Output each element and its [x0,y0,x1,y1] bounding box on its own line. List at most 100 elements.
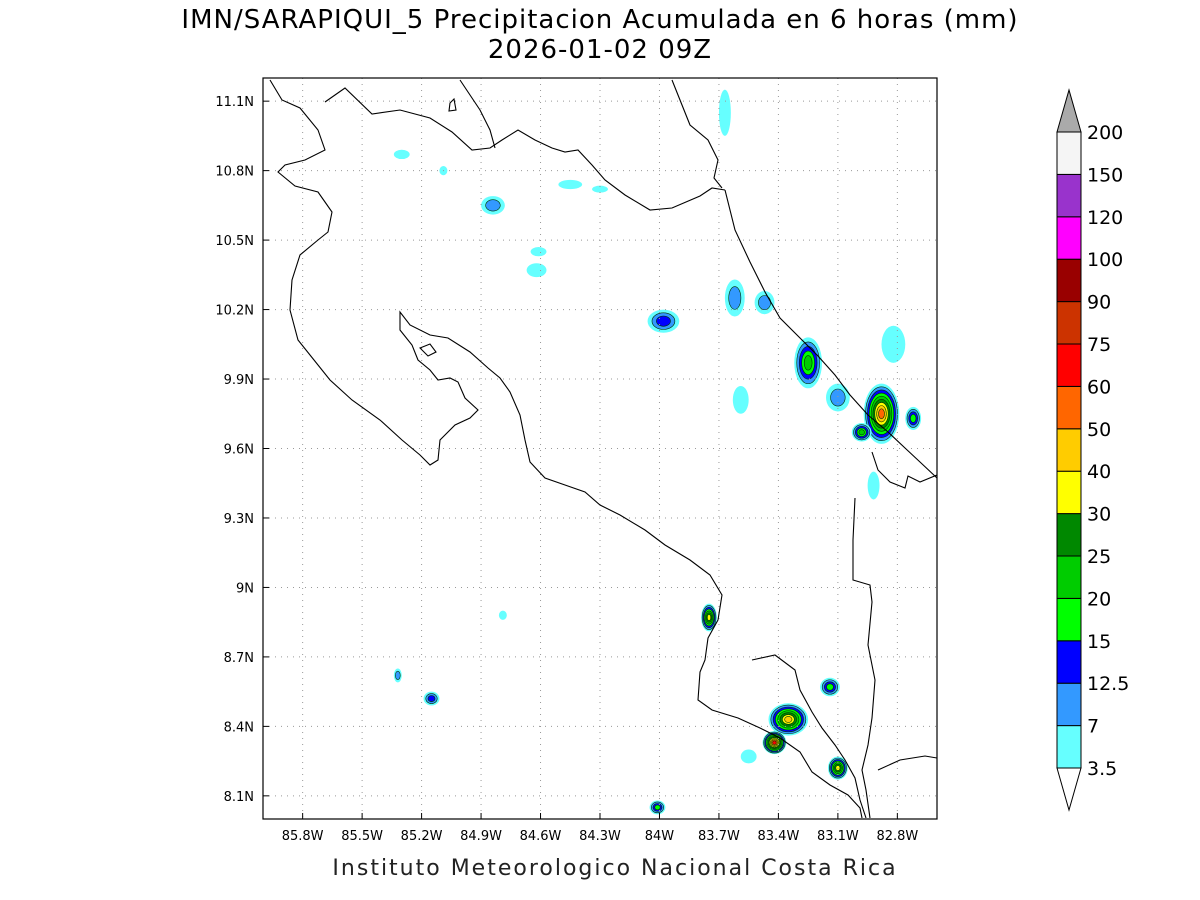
lat-tick-label: 10.2N [215,304,254,319]
colorbar-label: 60 [1087,376,1111,398]
precip-cell [881,325,906,363]
colorbar-swatch [1056,513,1082,557]
map-subtitle-time: 2026-01-02 09Z [487,35,713,65]
lon-tick-label: 84W [645,829,675,844]
caribbean-coastline [724,189,937,479]
precip-cell [905,406,922,430]
precip-contour [427,695,436,702]
precip-contour [732,385,749,414]
lon-tick-label: 85.8W [282,829,324,844]
colorbar-over-triangle [1056,88,1082,133]
colorbar-label: 40 [1087,461,1111,483]
precip-cell [867,471,880,500]
lat-tick-label: 10.5N [215,234,254,249]
precip-cell [820,677,840,697]
lon-tick-label: 83.4W [758,829,800,844]
colorbar-swatch [1056,216,1082,260]
precip-contour [830,388,846,407]
lat-lon-grid [263,78,937,819]
precip-contour [910,414,917,423]
footer-credit: Instituto Meteorologico Nacional Costa R… [332,856,898,881]
lon-tick-label: 84.9W [460,829,502,844]
precip-contour [530,247,547,257]
colorbar-swatch [1056,258,1082,303]
lon-tick-label: 85.5W [341,829,383,844]
nicaragua-coast [459,79,496,149]
lat-tick-label: 9.9N [224,373,254,388]
lon-tick-label: 84.6W [520,829,562,844]
lon-tick-label: 85.2W [401,829,443,844]
precip-cell [732,385,749,414]
precip-contour [867,471,880,500]
lat-tick-label: 11.1N [215,95,254,110]
lon-tick-label: 83.1W [817,829,859,844]
precip-contour [707,614,711,621]
lat-tick-label: 9.3N [224,512,254,527]
precip-cell [718,89,731,136]
golfo-dulce-coast [751,654,867,819]
lat-tick-label: 8.7N [224,651,254,666]
colorbar-label: 3.5 [1087,758,1117,780]
colorbar-swatch [1056,555,1082,599]
pacific-coastline [269,79,863,819]
lon-tick-label: 82.8W [876,829,918,844]
precip-contour [395,670,401,681]
precip-cell [393,668,402,683]
lat-tick-label: 8.1N [224,790,254,805]
colorbar-label: 120 [1087,207,1123,229]
colorbar-swatch [1056,470,1082,515]
precip-cell [701,603,717,632]
colorbar-swatch [1056,428,1082,472]
precip-contour [858,429,865,436]
precip-cell [762,731,787,755]
precip-cell [768,703,809,736]
precip-contour [498,610,507,620]
map-title: IMN/SARAPIQUI_5 Precipitacion Acumulada … [181,5,1019,35]
precip-cell [423,691,440,706]
precip-contour [740,749,757,764]
colorbar-swatch [1056,385,1082,430]
nicoya-gulf-island [419,343,437,357]
nicaragua-caribbean-coast [671,79,723,189]
precip-cell [558,179,583,190]
lat-tick-label: 8.4N [224,720,254,735]
colorbar-label: 150 [1087,164,1123,186]
precip-contour [656,315,671,327]
colorbar-label: 50 [1087,419,1111,441]
panama-border-south [852,497,876,819]
precip-cell [647,309,680,333]
colorbar-under-triangle [1056,767,1082,812]
precip-contour [878,408,885,420]
precip-cell [498,610,507,620]
precip-cell [481,196,505,215]
precip-contour [803,355,813,371]
precip-contour [654,804,661,811]
lon-tick-label: 84.3W [579,829,621,844]
colorbar-swatch [1056,640,1082,684]
colorbar-label: 20 [1087,588,1111,610]
colorbar-label: 75 [1087,334,1111,356]
nicaragua-border [324,87,726,211]
precip-cell [649,800,666,815]
lon-tick-label: 83.7W [698,829,740,844]
precip-contour [784,716,793,723]
panama-border [871,451,937,489]
precip-contour [485,199,501,212]
precip-cell [740,749,757,764]
precip-contour [718,89,731,136]
axis-tick-labels: 85.8W 85.5W 85.2W 84.9W 84.6W 84.3W 84W 83.7W 83… [215,95,918,844]
colorbar-swatch [1056,131,1082,175]
colorbar-label: 12.5 [1087,673,1129,695]
precip-cell [794,337,823,389]
precip-cell [724,279,745,317]
colorbar: 3.5 7 12.5 15 20 25 30 40 50 60 75 90 100 120 150 200 [1056,88,1129,812]
lat-tick-label: 10.8N [215,165,254,180]
precip-cell [526,263,547,278]
colorbar-label: 100 [1087,249,1123,271]
precip-contour [881,325,906,363]
precip-cell [530,247,547,257]
precip-contour [826,683,834,691]
panama-coast [877,755,937,771]
precip-cell [592,185,608,193]
